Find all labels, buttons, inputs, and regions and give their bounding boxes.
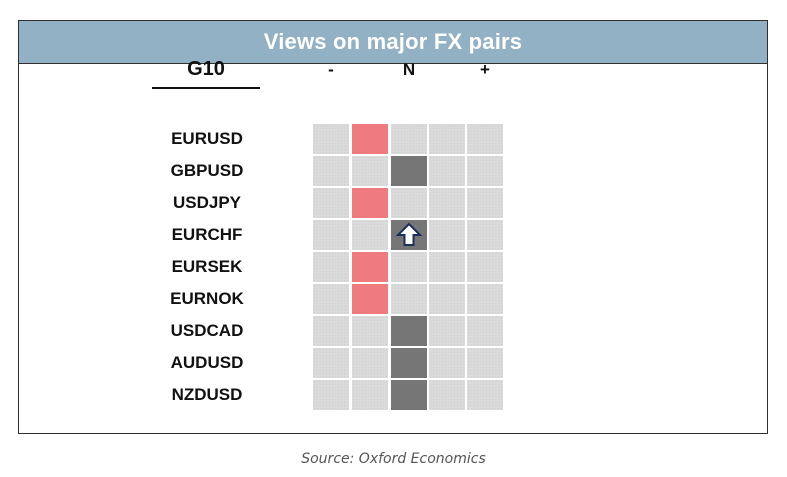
- empty-cell: [313, 252, 349, 282]
- view-marker-up-arrow: [391, 220, 427, 250]
- view-marker-neutral: [391, 156, 427, 186]
- empty-cell: [313, 188, 349, 218]
- empty-cell: [429, 188, 465, 218]
- empty-cell: [467, 156, 503, 186]
- view-marker-neutral: [391, 380, 427, 410]
- column-header: +: [480, 60, 490, 79]
- empty-cell: [313, 316, 349, 346]
- empty-cell: [467, 380, 503, 410]
- empty-cell: [429, 284, 465, 314]
- empty-cell: [429, 124, 465, 154]
- pair-label: USDCAD: [170, 321, 244, 340]
- empty-cell: [467, 316, 503, 346]
- empty-cell: [467, 284, 503, 314]
- view-marker-negative: [352, 252, 388, 282]
- up-arrow-icon: [395, 222, 423, 246]
- empty-cell: [352, 220, 388, 250]
- pair-label: EURUSD: [171, 129, 243, 148]
- empty-cell: [313, 348, 349, 378]
- empty-cell: [391, 124, 427, 154]
- pair-label: EURNOK: [170, 289, 244, 308]
- empty-cell: [467, 252, 503, 282]
- empty-cell: [429, 380, 465, 410]
- empty-cell: [313, 124, 349, 154]
- view-marker-negative: [352, 124, 388, 154]
- view-marker-neutral: [391, 316, 427, 346]
- view-marker-negative: [352, 188, 388, 218]
- pair-label: USDJPY: [172, 193, 242, 212]
- column-header: -: [328, 60, 334, 79]
- empty-cell: [391, 284, 427, 314]
- empty-cell: [391, 188, 427, 218]
- empty-cell: [467, 188, 503, 218]
- group-label: G10: [187, 58, 225, 80]
- empty-cell: [467, 124, 503, 154]
- group-label-underline: [152, 87, 260, 89]
- column-header: N: [402, 60, 416, 79]
- pair-label: EURCHF: [171, 225, 243, 244]
- empty-cell: [467, 348, 503, 378]
- pair-label: AUDUSD: [170, 353, 244, 372]
- empty-cell: [391, 252, 427, 282]
- view-marker-negative: [352, 284, 388, 314]
- empty-cell: [429, 348, 465, 378]
- empty-cell: [352, 380, 388, 410]
- view-marker-neutral: [391, 348, 427, 378]
- pair-label: GBPUSD: [170, 161, 244, 180]
- empty-cell: [352, 156, 388, 186]
- empty-cell: [352, 348, 388, 378]
- pair-label: NZDUSD: [171, 385, 243, 404]
- empty-cell: [429, 252, 465, 282]
- empty-cell: [429, 316, 465, 346]
- empty-cell: [313, 220, 349, 250]
- pair-label: EURSEK: [171, 257, 243, 276]
- empty-cell: [352, 316, 388, 346]
- panel-title: Views on major FX pairs: [19, 21, 767, 64]
- source-note: Source: Oxford Economics: [301, 451, 486, 467]
- empty-cell: [313, 284, 349, 314]
- empty-cell: [467, 220, 503, 250]
- empty-cell: [429, 156, 465, 186]
- empty-cell: [313, 380, 349, 410]
- empty-cell: [429, 220, 465, 250]
- empty-cell: [313, 156, 349, 186]
